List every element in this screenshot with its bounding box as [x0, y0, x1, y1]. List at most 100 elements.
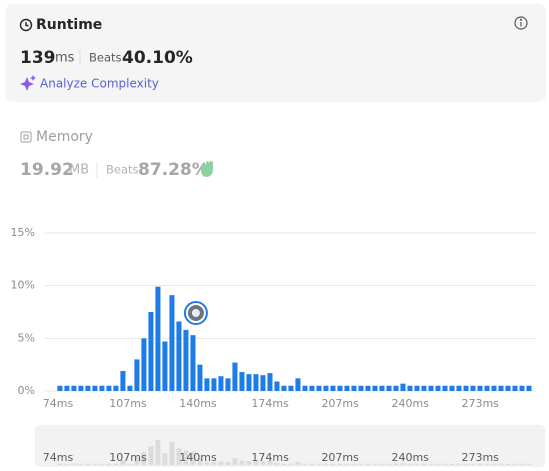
- overview-bar: [393, 463, 399, 465]
- overview-bar: [162, 453, 168, 465]
- bar: [512, 385, 518, 391]
- bar: [190, 335, 196, 391]
- bar: [323, 385, 329, 391]
- bar: [358, 385, 364, 391]
- overview-bar: [92, 463, 98, 465]
- overview-tick-label: 273ms: [461, 451, 499, 464]
- x-tick-label: 140ms: [179, 397, 217, 410]
- bar: [281, 385, 287, 391]
- overview-bar: [491, 463, 497, 465]
- overview-bar: [512, 463, 518, 465]
- bar: [428, 385, 434, 391]
- overview-bar: [260, 461, 266, 465]
- overview-bar: [435, 463, 441, 465]
- runtime-title: Runtime: [36, 17, 102, 33]
- overview-bar: [288, 463, 294, 465]
- overview-bar: [365, 463, 371, 465]
- bar: [253, 374, 259, 391]
- overview-bar: [211, 461, 217, 465]
- overview-bar: [141, 452, 147, 465]
- bar: [197, 364, 203, 391]
- overview-bar: [372, 463, 378, 465]
- bar: [134, 359, 140, 391]
- bar: [463, 385, 469, 391]
- bar: [225, 378, 231, 391]
- memory-beats-label: Beats: [106, 163, 139, 177]
- overview-bar: [218, 461, 224, 465]
- overview-bar: [155, 439, 161, 465]
- overview-bar: [400, 463, 406, 465]
- overview-tick-label: 207ms: [321, 451, 359, 464]
- overview-bar: [421, 463, 427, 465]
- overview-bar: [463, 463, 469, 465]
- x-tick-label: 240ms: [391, 397, 429, 410]
- overview-bar: [176, 448, 182, 465]
- overview-bar: [239, 460, 245, 465]
- bar: [519, 385, 525, 391]
- info-icon[interactable]: [514, 16, 528, 30]
- overview-bar: [295, 461, 301, 465]
- bar: [400, 383, 406, 391]
- overview-bar: [316, 463, 322, 465]
- overview-bar: [323, 463, 329, 465]
- bar: [78, 385, 84, 391]
- memory-title: Memory: [36, 129, 93, 145]
- bar: [106, 385, 112, 391]
- bar: [288, 385, 294, 391]
- overview-bar: [379, 463, 385, 465]
- overview-bar: [484, 463, 490, 465]
- bar: [498, 385, 504, 391]
- bar: [141, 338, 147, 391]
- bar: [92, 385, 98, 391]
- overview-bar: [253, 460, 259, 465]
- runtime-unit: ms: [55, 51, 75, 66]
- bar: [127, 385, 133, 391]
- overview-bar: [477, 463, 483, 465]
- y-tick-label: 0%: [18, 384, 35, 397]
- bar: [393, 385, 399, 391]
- overview-bar: [351, 463, 357, 465]
- x-tick-label: 207ms: [321, 397, 359, 410]
- analyze-link[interactable]: Analyze Complexity: [40, 77, 159, 91]
- overview-bar: [505, 463, 511, 465]
- overview-bar: [337, 463, 343, 465]
- overview-bar: [519, 463, 525, 465]
- overview-bar: [113, 463, 119, 465]
- bar: [64, 385, 70, 391]
- overview-bar: [134, 457, 140, 465]
- overview-bar: [57, 463, 63, 465]
- overview-tick-label: 240ms: [391, 451, 429, 464]
- bar: [274, 381, 280, 391]
- overview-bar: [183, 450, 189, 465]
- x-tick-label: 107ms: [109, 397, 147, 410]
- overview-bar: [428, 463, 434, 465]
- y-tick-label: 15%: [11, 226, 35, 239]
- bar: [442, 385, 448, 391]
- overview-bar: [267, 460, 273, 465]
- bar: [456, 385, 462, 391]
- sparkle-icon: [20, 75, 36, 91]
- bar: [302, 385, 308, 391]
- bar: [239, 372, 245, 391]
- bar: [344, 385, 350, 391]
- memory-icon: [20, 131, 32, 143]
- overview-bar: [120, 460, 126, 465]
- bar: [204, 378, 210, 391]
- overview-bar: [85, 463, 91, 465]
- bar: [491, 385, 497, 391]
- bar: [309, 385, 315, 391]
- x-tick-label: 174ms: [251, 397, 289, 410]
- runtime-beats-label: Beats: [89, 51, 122, 65]
- overview-bar: [106, 463, 112, 465]
- overview-bar: [407, 463, 413, 465]
- overview-tick-label: 140ms: [179, 451, 217, 464]
- bar: [85, 385, 91, 391]
- overview-bar: [169, 441, 175, 465]
- overview-bar: [281, 463, 287, 465]
- bar: [316, 385, 322, 391]
- overview-bar: [204, 461, 210, 465]
- overview-bar: [99, 463, 105, 465]
- overview-bar: [148, 446, 154, 465]
- bar: [470, 385, 476, 391]
- overview-bar: [526, 463, 532, 465]
